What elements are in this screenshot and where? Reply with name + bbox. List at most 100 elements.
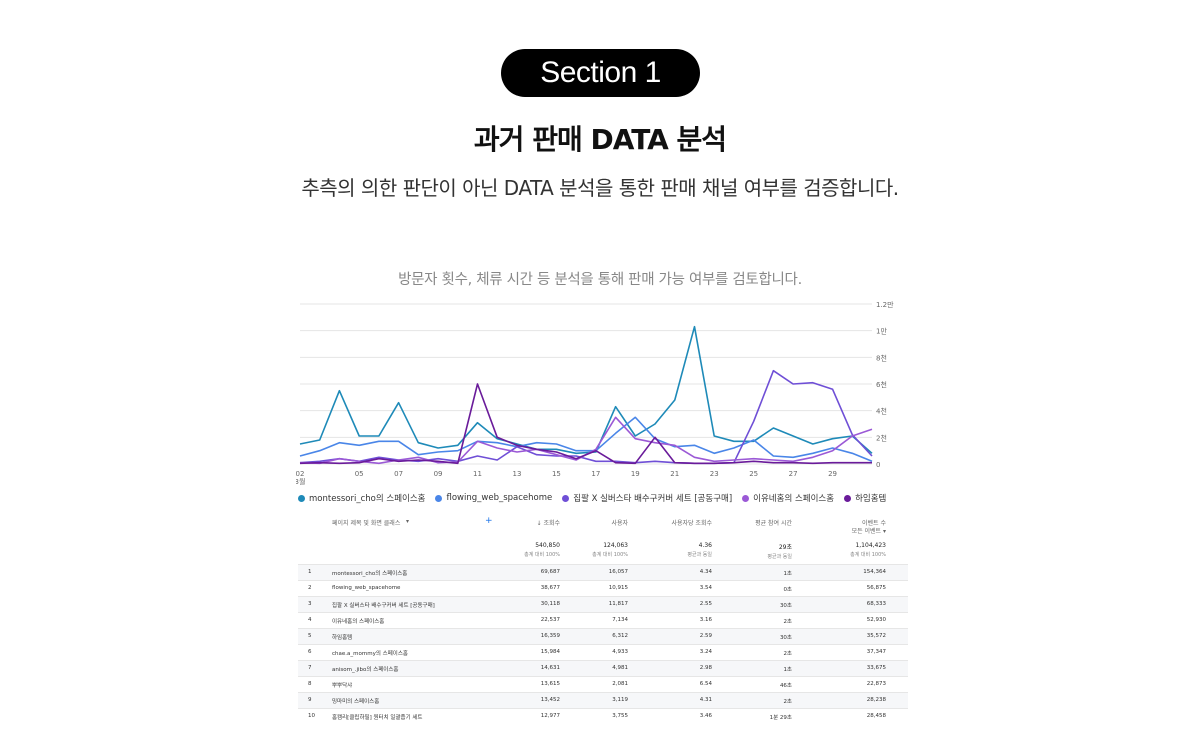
col-header-events[interactable]: 이벤트 수 [862,520,886,527]
row-users: 6,312 [612,633,628,639]
row-views-per-user: 2.59 [699,633,712,639]
x-tick-label: 21 [670,470,679,478]
row-users: 7,134 [612,617,628,623]
table-row[interactable]: 10 홈캠리[클립하필] 원터치 일괄줍기 세트 12,977 3,755 3.46 1분… [298,708,908,724]
section-badge: Section 1 [501,49,700,97]
table-row[interactable]: 1 montessori_cho의 스페이스홈 69,687 16,057 4.34 1초… [298,564,908,580]
page-subtitle: 추측의 의한 판단이 아닌 DATA 분석을 통한 판매 채널 여부를 검증합니… [301,176,899,200]
col-header-avg-time[interactable]: 평균 참여 시간 [755,520,792,527]
series-line [299,416,873,463]
y-tick-label: 6천 [876,380,887,389]
series-line [299,369,873,465]
table-row[interactable]: 6 chae.a_mommy의 스페이스홈 15,984 4,933 3.24 2초 37,… [298,644,908,660]
row-index: 5 [308,633,312,639]
row-name: 홈캠리[클립하필] 원터치 일괄줍기 세트 [332,715,423,721]
y-tick-label: 1만 [876,327,887,336]
table-header: 페이지 제목 및 화면 클래스 ▾ + ↓ 조회수 사용자 사용자당 조회수 평… [298,512,908,538]
x-tick-label: 05 [355,470,364,478]
row-index: 6 [308,649,312,655]
y-tick-label: 1.2만 [876,300,894,309]
row-events: 28,458 [866,713,886,719]
legend-dot-icon [844,494,852,502]
page-title: 과거 판매 DATA 분석 [473,123,727,156]
legend-dot-icon [562,494,570,502]
row-users: 10,915 [608,585,628,591]
row-avg-time: 2초 [783,699,792,705]
row-avg-time: 1초 [783,571,792,577]
row-name: 뿌뿌닥샤 [332,683,353,689]
col-header-users[interactable]: 사용자 [611,520,628,527]
x-tick-label: 07 [394,470,403,478]
line-chart: 0 2천 4천 6천 8천 1만 1.2만 02 05 07 09 11 13 15 17 19 21 23 25 2… [296,300,894,486]
x-tick-label: 11 [473,470,482,478]
table-row[interactable]: 3 집팔 X 실버스타 배수구커버 세트 [공동구매] 30,118 11,817 2.… [298,596,908,612]
total-time-sub: 평균과 동일 [767,554,792,560]
row-name: montessori_cho의 스페이스홈 [332,571,408,577]
legend-dot-icon [298,494,305,502]
row-index: 1 [308,569,312,575]
row-events: 52,930 [866,617,886,623]
x-tick-label: 09 [434,470,443,478]
total-users-sub: 총계 대비 100% [592,552,628,558]
chart-legend: montessori_cho의 스페이스홈 flowing_web_spaceho… [298,492,886,504]
row-views-per-user: 3.54 [699,585,712,591]
x-tick-label: 17 [591,470,600,478]
row-index: 2 [308,585,312,591]
row-avg-time: 2초 [783,651,792,657]
add-dimension-icon[interactable]: + [485,516,493,526]
row-avg-time: 30초 [779,635,792,641]
row-views-per-user: 4.31 [699,697,712,703]
row-events: 56,875 [866,585,886,591]
row-events: 68,333 [866,601,886,607]
row-users: 11,817 [608,601,628,607]
row-users: 4,981 [612,665,628,671]
col-header-views-per-user[interactable]: 사용자당 조회수 [671,520,712,527]
total-events: 1,104,423 [855,542,886,549]
x-tick-label: 27 [789,470,798,478]
col-header-events-sub[interactable]: 모든 이벤트 ▾ [851,528,886,535]
y-tick-label: 4천 [876,407,887,416]
row-views: 16,359 [540,633,560,639]
row-index: 10 [308,713,315,719]
row-name: 밍마미의 스페이스홈 [332,699,380,705]
row-index: 8 [308,681,312,687]
y-tick-label: 8천 [876,353,887,362]
col-header-name[interactable]: 페이지 제목 및 화면 클래스 [332,520,401,527]
legend-label: 집팔 X 실버스타 배수구커버 세트 [공동구매] [573,494,733,504]
row-avg-time: 1초 [783,667,792,673]
table-row[interactable]: 4 이유네홈의 스페이스홈 22,537 7,134 3.16 2초 52,930 [298,612,908,628]
chevron-down-icon[interactable]: ▾ [406,518,410,525]
data-table: 페이지 제목 및 화면 클래스 ▾ + ↓ 조회수 사용자 사용자당 조회수 평… [298,512,908,724]
total-users: 124,063 [603,542,628,549]
table-body: 1 montessori_cho의 스페이스홈 69,687 16,057 4.34 1초… [298,564,908,724]
x-tick-label: 19 [631,470,640,478]
row-views-per-user: 3.16 [699,617,712,623]
x-tick-label: 13 [513,470,522,478]
legend-item[interactable]: 집팔 X 실버스타 배수구커버 세트 [공동구매] [562,492,732,504]
series-line [299,325,873,455]
legend-item[interactable]: montessori_cho의 스페이스홈 [298,492,425,504]
x-tick-label: 02 [296,470,304,478]
table-row[interactable]: 5 하임홈템 16,359 6,312 2.59 30초 35,572 [298,628,908,644]
row-index: 4 [308,617,312,623]
total-vpu-sub: 평균과 동일 [687,552,712,558]
table-row[interactable]: 2 flowing_web_spacehome 38,677 10,915 3.54 0초… [298,580,908,596]
x-tick-label: 15 [552,470,561,478]
x-tick-label: 23 [710,470,719,478]
row-views: 15,984 [540,649,560,655]
row-avg-time: 30초 [779,603,792,609]
legend-item[interactable]: 하임홈템 [844,492,886,504]
row-avg-time: 46초 [779,683,792,689]
col-header-views[interactable]: ↓ 조회수 [536,520,561,527]
legend-item[interactable]: flowing_web_spacehome [435,492,552,504]
row-avg-time: 0초 [783,587,792,593]
row-views: 69,687 [540,569,560,575]
row-events: 35,572 [866,633,886,639]
table-row[interactable]: 9 밍마미의 스페이스홈 13,452 3,119 4.31 2초 28,238 [298,692,908,708]
table-row[interactable]: 8 뿌뿌닥샤 13,615 2,081 6.54 46초 22,873 [298,676,908,692]
row-views-per-user: 2.98 [699,665,712,671]
table-row[interactable]: 7 anisom_.jibo의 스페이스홈 14,631 4,981 2.98 1초 33,… [298,660,908,676]
row-events: 22,873 [866,681,886,687]
legend-item[interactable]: 이유네홈의 스페이스홈 [742,492,834,504]
row-name: 하임홈템 [332,635,353,641]
